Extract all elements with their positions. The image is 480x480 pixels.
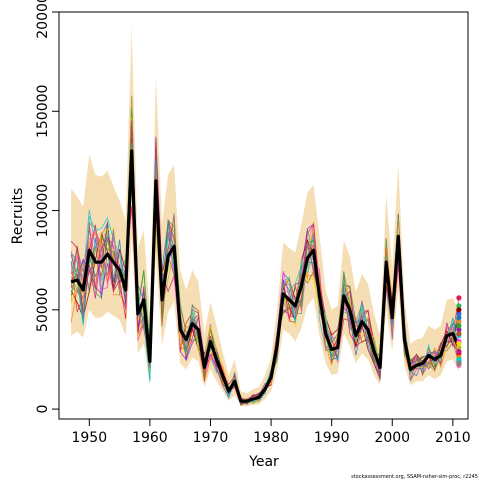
final-year-point xyxy=(456,323,462,329)
final-year-point xyxy=(456,311,462,317)
final-year-point xyxy=(456,315,462,321)
y-axis: 0 50000 100000 150000 200000 xyxy=(35,0,60,414)
x-axis: 1950 1960 1970 1980 1990 2000 2010 xyxy=(71,418,471,446)
final-year-point xyxy=(456,307,462,313)
y-tick-label: 100000 xyxy=(35,184,51,237)
final-year-point xyxy=(456,303,462,309)
x-tick-label: 1950 xyxy=(71,430,107,446)
final-year-point xyxy=(456,341,462,347)
final-year-point xyxy=(456,319,462,325)
final-year-point xyxy=(456,360,462,366)
x-axis-title: Year xyxy=(248,454,279,470)
x-tick-label: 2000 xyxy=(374,430,410,446)
y-tick-label: 200000 xyxy=(35,0,51,39)
y-tick-label: 150000 xyxy=(35,85,51,138)
y-tick-label: 0 xyxy=(35,405,51,414)
x-tick-label: 1980 xyxy=(253,430,289,446)
estimate-line-layer xyxy=(70,149,461,403)
x-tick-label: 1960 xyxy=(132,430,168,446)
final-year-point xyxy=(456,331,462,337)
x-tick-label: 2010 xyxy=(435,430,471,446)
x-tick-label: 1990 xyxy=(314,430,350,446)
y-axis-title: Recruits xyxy=(10,188,26,245)
x-tick-label: 1970 xyxy=(193,430,229,446)
y-tick-label: 50000 xyxy=(35,288,51,333)
final-year-point xyxy=(456,295,462,301)
credit-text: stockassessment.org, SSAM-nsher-sim-proc… xyxy=(351,474,478,480)
final-year-point xyxy=(456,348,462,355)
final-year-point xyxy=(456,344,462,351)
final-year-points-layer xyxy=(456,295,462,368)
estimate-line xyxy=(70,149,461,403)
final-year-point xyxy=(456,356,462,362)
final-year-point xyxy=(456,327,462,333)
